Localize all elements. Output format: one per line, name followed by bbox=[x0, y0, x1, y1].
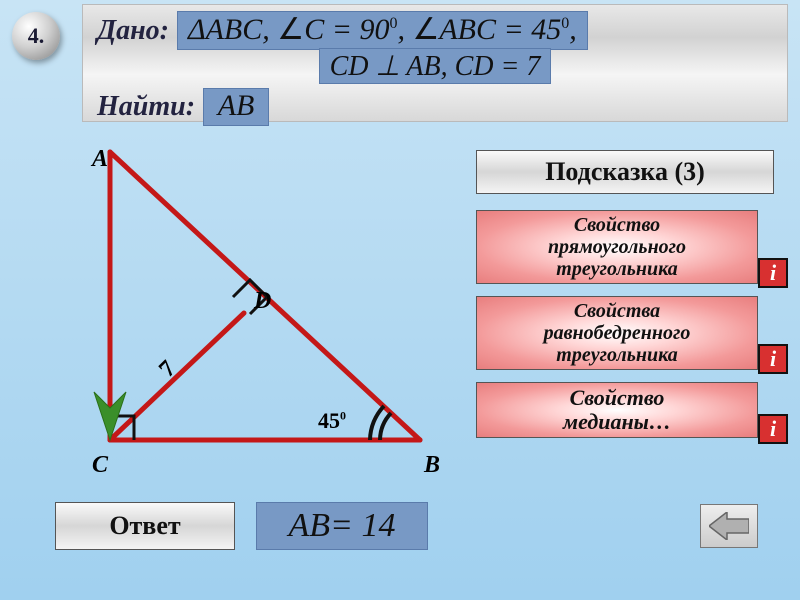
answer-value: AB = 14 bbox=[256, 502, 428, 550]
problem-badge: 4. bbox=[12, 12, 60, 60]
given-expression-1: ΔABC, ∠C = 900, ∠ABC = 450, bbox=[177, 11, 588, 50]
info-icon-2[interactable]: i bbox=[758, 344, 788, 374]
find-label: Найти: bbox=[97, 91, 195, 123]
info-icon-1[interactable]: i bbox=[758, 258, 788, 288]
vertex-C: C bbox=[92, 452, 108, 479]
given-expression-2: CD ⊥ AB, CD = 7 bbox=[319, 48, 552, 84]
angle-45: 450 bbox=[318, 408, 346, 434]
vertex-B: B bbox=[424, 452, 440, 479]
info-icon-3[interactable]: i bbox=[758, 414, 788, 444]
hint-3[interactable]: Свойствомедианы… bbox=[476, 382, 758, 438]
answer-button[interactable]: Ответ bbox=[55, 502, 235, 550]
hint-1[interactable]: Свойствопрямоугольноготреугольника bbox=[476, 210, 758, 284]
given-label: Дано: bbox=[97, 15, 169, 47]
vertex-D: D bbox=[254, 288, 271, 315]
hint-button[interactable]: Подсказка (3) bbox=[476, 150, 774, 194]
given-panel: Дано: ΔABC, ∠C = 900, ∠ABC = 450, CD ⊥ A… bbox=[82, 4, 788, 122]
triangle-diagram: A C B D 450 7 bbox=[40, 140, 460, 480]
problem-number: 4. bbox=[28, 23, 45, 49]
back-button[interactable] bbox=[700, 504, 758, 548]
find-value: AB bbox=[203, 88, 269, 126]
hint-2[interactable]: Свойстваравнобедренноготреугольника bbox=[476, 296, 758, 370]
vertex-A: A bbox=[92, 146, 108, 173]
